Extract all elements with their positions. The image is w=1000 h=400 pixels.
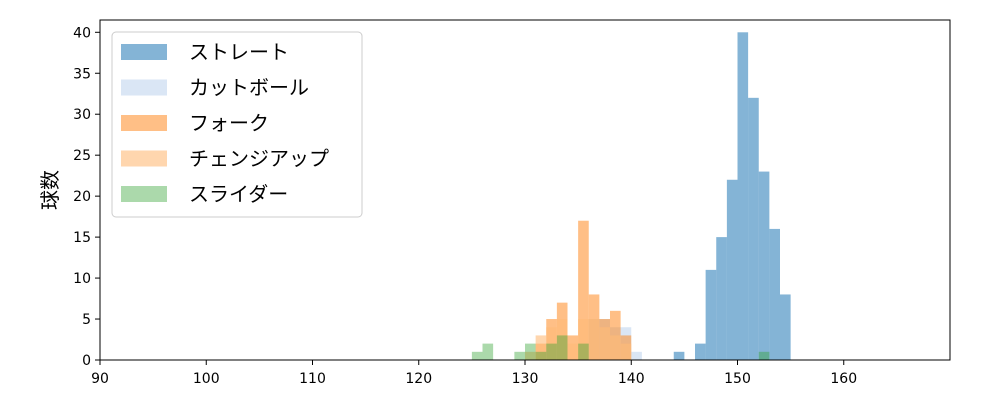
bar-series3-bin134 xyxy=(567,343,579,360)
bar-series3-bin139 xyxy=(620,343,632,360)
legend-label: チェンジアップ xyxy=(189,147,329,171)
legend-label: ストレート xyxy=(189,40,289,64)
bar-series0-bin146 xyxy=(695,343,706,360)
bar-series3-bin138 xyxy=(610,335,621,360)
legend-label: カットボール xyxy=(189,76,309,100)
bar-series3-bin133 xyxy=(556,319,568,360)
bar-series3-bin137 xyxy=(599,327,610,360)
bar-series0-bin153 xyxy=(769,228,780,360)
y-axis: 0 5 10 15 20 25 30 35 40 xyxy=(73,25,100,369)
legend-swatch xyxy=(121,150,167,167)
legend-box xyxy=(111,31,363,218)
legend-swatch xyxy=(121,186,167,202)
bar-series3-bin130 xyxy=(525,351,536,360)
legend-swatch xyxy=(121,115,167,131)
legend-label: スライダー xyxy=(189,182,288,206)
bar-series0-bin154 xyxy=(780,294,791,360)
y-tick-label: 5 xyxy=(82,312,91,328)
bar-series3-bin132 xyxy=(546,327,557,360)
y-tick-label: 40 xyxy=(73,25,91,41)
bar-series1-bin140 xyxy=(631,351,642,360)
x-axis: 90 100 110 120 130 140 150 160 xyxy=(91,360,857,387)
bar-series3-bin135 xyxy=(578,319,589,360)
x-tick-label: 150 xyxy=(724,371,751,387)
y-tick-label: 30 xyxy=(73,107,91,123)
y-tick-label: 35 xyxy=(73,66,91,82)
bar-series4-bin126 xyxy=(482,343,494,360)
bar-series4-bin130 xyxy=(525,343,536,360)
x-tick-label: 110 xyxy=(299,371,326,387)
legend-swatch xyxy=(121,79,167,96)
bar-series3-bin131 xyxy=(535,335,547,360)
bar-series4-bin152 xyxy=(758,351,770,360)
bar-series4-bin132 xyxy=(546,343,557,360)
plot-bars xyxy=(471,32,791,361)
x-tick-label: 120 xyxy=(405,371,432,387)
x-tick-label: 100 xyxy=(193,371,220,387)
bar-series4-bin133 xyxy=(556,335,568,360)
y-tick-label: 25 xyxy=(73,148,91,164)
bar-series4-bin125 xyxy=(471,351,483,360)
x-tick-label: 160 xyxy=(830,371,857,387)
x-tick-label: 130 xyxy=(512,371,539,387)
y-tick-label: 20 xyxy=(73,189,91,205)
bar-series0-bin150 xyxy=(737,32,749,361)
x-tick-label: 140 xyxy=(618,371,645,387)
x-tick-label: 90 xyxy=(91,371,109,387)
legend-label: フォーク xyxy=(189,111,269,135)
bar-series0-bin152 xyxy=(758,171,770,360)
legend-swatch xyxy=(121,44,167,60)
bar-series4-bin129 xyxy=(514,351,525,360)
bar-series4-bin135 xyxy=(578,343,589,360)
bar-series0-bin148 xyxy=(716,237,727,360)
bar-series0-bin147 xyxy=(705,269,717,360)
bar-series3-bin136 xyxy=(588,319,600,360)
y-tick-label: 10 xyxy=(73,271,91,287)
y-tick-label: 0 xyxy=(82,353,91,369)
y-axis-label: 球数 xyxy=(38,170,62,210)
bar-series4-bin131 xyxy=(535,351,547,360)
bar-series0-bin144 xyxy=(673,351,685,360)
y-tick-label: 15 xyxy=(73,230,91,246)
bar-series0-bin149 xyxy=(726,179,738,360)
bar-series2-bin135 xyxy=(578,220,589,360)
bar-series0-bin151 xyxy=(748,97,759,360)
